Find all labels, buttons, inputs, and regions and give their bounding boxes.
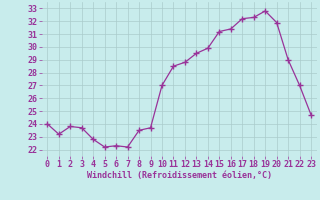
X-axis label: Windchill (Refroidissement éolien,°C): Windchill (Refroidissement éolien,°C) [87,171,272,180]
